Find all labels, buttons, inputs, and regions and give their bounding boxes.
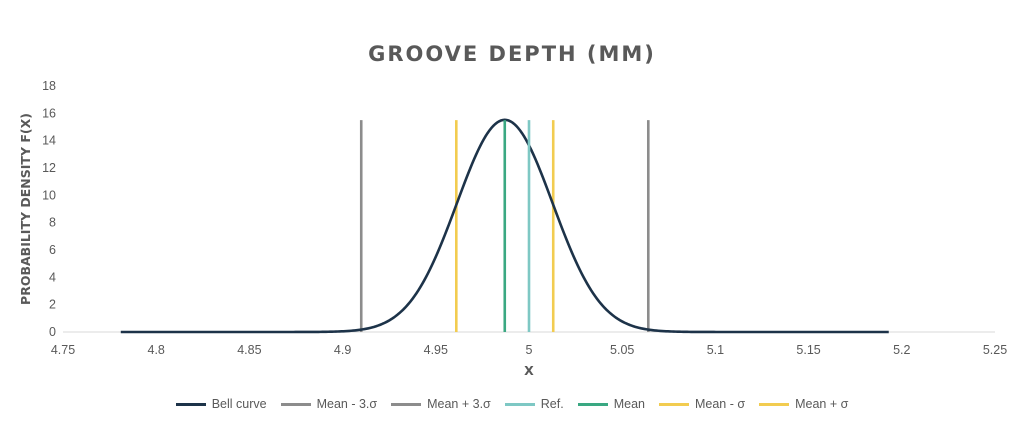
legend-swatch	[175, 402, 206, 406]
legend-item: Ref.	[504, 397, 564, 411]
x-tick-label: 4.75	[51, 343, 75, 357]
x-axis-ticks: 4.75 4.8 4.85 4.9 4.95 5 5.05 5.1 5.15 5.2 5.25	[51, 343, 1007, 357]
chart-title: GROOVE DEPTH (MM)	[368, 42, 656, 66]
legend-swatch	[577, 402, 608, 406]
legend-swatch	[759, 402, 790, 406]
y-tick-label: 10	[42, 188, 56, 202]
y-tick-label: 14	[42, 134, 56, 148]
x-tick-label: 5.1	[707, 343, 724, 357]
legend-label: Ref.	[540, 397, 564, 411]
plot-area: 0 2 4 6 8 10 12 14 16 18 4.75 4.8 4.85 4.9 4.95 5 5.05 5…	[18, 79, 1007, 378]
x-tick-label: 4.8	[148, 343, 165, 357]
legend-label: Mean - σ	[694, 397, 746, 411]
y-axis-label: PROBABILITY DENSITY F(X)	[18, 113, 33, 305]
series-layer	[120, 118, 889, 334]
legend-item: Mean - 3.σ	[280, 397, 378, 411]
y-tick-label: 0	[49, 325, 56, 339]
legend-item: Mean - σ	[658, 397, 746, 411]
legend-item: Mean + 3.σ	[391, 397, 491, 411]
legend-item: Bell curve	[175, 397, 267, 411]
legend-item: Mean + σ	[759, 397, 848, 411]
legend-label: Mean + 3.σ	[427, 397, 491, 411]
x-tick-label: 5.25	[983, 343, 1007, 357]
y-axis-ticks: 0 2 4 6 8 10 12 14 16 18	[42, 79, 56, 339]
y-tick-label: 18	[42, 79, 56, 93]
x-axis-label: X	[524, 363, 534, 378]
legend-swatch	[391, 402, 422, 406]
legend-swatch	[280, 402, 311, 406]
y-tick-label: 2	[49, 298, 56, 312]
x-tick-label: 4.9	[334, 343, 351, 357]
legend: Bell curve Mean - 3.σ Mean + 3.σ Ref. Mean Me…	[0, 397, 1024, 411]
bell-curve-line	[120, 118, 889, 334]
y-tick-label: 8	[49, 216, 56, 230]
legend-swatch	[504, 402, 535, 406]
x-tick-label: 5.2	[893, 343, 910, 357]
x-tick-label: 5	[526, 343, 533, 357]
legend-label: Mean + σ	[795, 397, 849, 411]
x-tick-label: 4.95	[424, 343, 448, 357]
y-tick-label: 6	[49, 243, 56, 257]
legend-item: Mean	[577, 397, 645, 411]
legend-label: Mean	[613, 397, 645, 411]
y-tick-label: 16	[42, 106, 56, 120]
y-tick-label: 12	[42, 161, 56, 175]
x-tick-label: 4.85	[237, 343, 261, 357]
x-tick-label: 5.15	[796, 343, 820, 357]
y-tick-label: 4	[49, 270, 56, 284]
legend-swatch	[658, 402, 689, 406]
legend-label: Bell curve	[211, 397, 267, 411]
legend-label: Mean - 3.σ	[316, 397, 378, 411]
x-tick-label: 5.05	[610, 343, 634, 357]
